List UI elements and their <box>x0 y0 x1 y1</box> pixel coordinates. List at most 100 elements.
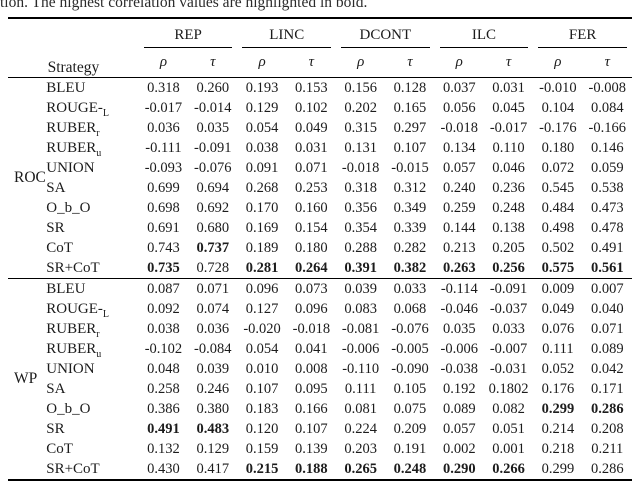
value-cell: 0.031 <box>295 140 328 156</box>
value-cell: 0.209 <box>393 421 427 437</box>
rho-header: ρ <box>237 48 287 78</box>
strategy-subscript: r <box>96 128 100 139</box>
group-label: REP <box>143 27 233 48</box>
value-cell: 0.107 <box>393 140 427 156</box>
value-cell: 0.051 <box>492 421 525 437</box>
group-header-row: Strategy REP LINC DCONT ILC FER <box>8 18 632 78</box>
table-row: SR+CoT 0.430 0.417 0.215 0.188 0.265 0.248 0.29… <box>8 459 632 480</box>
value-cell: 0.213 <box>442 240 476 256</box>
strategy-name: BLEU <box>46 80 86 96</box>
strategy-name: ROUGE-L <box>46 301 110 320</box>
section-wp: WP BLEU 0.087 0.071 0.096 0.073 0.039 0.033 -0.1… <box>8 279 632 481</box>
value-cell: 0.129 <box>196 441 230 457</box>
value-cell: 0.009 <box>541 281 575 297</box>
value-cell: -0.093 <box>144 160 183 176</box>
tau-header: τ <box>286 48 337 78</box>
strategy-column-header: Strategy <box>8 18 139 78</box>
group-label: FER <box>538 27 627 48</box>
value-cell: 0.132 <box>147 441 180 457</box>
value-cell: 0.258 <box>147 381 180 397</box>
table-row: ROC BLEU 0.318 0.260 0.193 0.153 0.156 0.128 0.0… <box>8 77 632 279</box>
value-cell: 0.007 <box>590 281 624 297</box>
value-cell: 0.089 <box>442 401 476 417</box>
value-cell: -0.007 <box>489 341 528 357</box>
value-cell: 0.038 <box>245 140 279 156</box>
value-cell: 0.071 <box>590 321 624 337</box>
table-row: WP BLEU 0.087 0.071 0.096 0.073 0.039 0.033 -0.1… <box>8 279 632 387</box>
value-cell: 0.068 <box>393 301 427 317</box>
value-cell: 0.183 <box>245 401 279 417</box>
value-cell: 0.224 <box>344 421 377 437</box>
strategy-name: RUBERu <box>46 341 102 360</box>
value-cell: 0.218 <box>541 441 575 457</box>
value-cell: 0.191 <box>393 441 427 457</box>
strategy-name: CoT <box>46 441 73 457</box>
value-cell: 0.075 <box>393 401 427 417</box>
value-cell: 0.166 <box>295 401 328 417</box>
value-cell: 0.040 <box>590 301 624 317</box>
value-cell: 0.478 <box>590 220 624 236</box>
value-cell: -0.006 <box>341 341 380 357</box>
value-cell: 0.052 <box>541 361 575 377</box>
value-cell: -0.017 <box>144 100 183 116</box>
value-cell: 0.036 <box>196 321 230 337</box>
table-row: ROUGE-L -0.017 -0.014 0.129 0.102 0.202 0.165 0… <box>8 98 632 119</box>
value-cell: 0.095 <box>295 381 328 397</box>
value-cell: 0.246 <box>196 381 230 397</box>
value-cell: 0.192 <box>442 381 476 397</box>
rho-header: ρ <box>533 48 583 78</box>
value-cell: 0.096 <box>245 281 279 297</box>
value-cell: 0.171 <box>590 381 624 397</box>
value-cell: 0.156 <box>344 80 377 96</box>
value-cell: 0.737 <box>196 240 230 256</box>
value-cell: 0.268 <box>245 180 279 196</box>
strategy-subscript: L <box>102 309 110 320</box>
section-label: ROC <box>8 77 47 279</box>
value-cell: -0.111 <box>145 140 182 156</box>
value-cell: 0.290 <box>442 461 476 477</box>
value-cell: 0.048 <box>147 361 180 377</box>
value-cell: 0.1802 <box>488 381 529 397</box>
tau-header: τ <box>385 48 435 78</box>
value-cell: 0.240 <box>442 180 476 196</box>
value-cell: 0.165 <box>393 100 427 116</box>
table-row: SR 0.491 0.483 0.120 0.107 0.224 0.209 0.057 0.0… <box>8 419 632 439</box>
value-cell: 0.054 <box>245 120 279 136</box>
value-cell: -0.005 <box>391 341 429 357</box>
value-cell: 0.035 <box>442 321 476 337</box>
value-cell: 0.107 <box>295 421 328 437</box>
table-row: SR+CoT 0.735 0.728 0.281 0.264 0.391 0.382 0.26… <box>8 258 632 279</box>
value-cell: 0.111 <box>344 381 377 397</box>
value-cell: 0.386 <box>147 401 180 417</box>
value-cell: 0.356 <box>344 200 377 216</box>
value-cell: 0.176 <box>541 381 575 397</box>
value-cell: -0.014 <box>194 100 232 116</box>
table-row: CoT 0.743 0.737 0.189 0.180 0.288 0.282 0.213 0.… <box>8 238 632 258</box>
value-cell: 0.211 <box>591 441 624 457</box>
value-cell: 0.082 <box>492 401 525 417</box>
group-header-linc: LINC <box>237 18 336 48</box>
value-cell: 0.256 <box>483 258 534 279</box>
value-cell: 0.131 <box>344 140 377 156</box>
value-cell: 0.349 <box>393 200 427 216</box>
table-row: SA 0.699 0.694 0.268 0.253 0.318 0.312 0.240 0.2… <box>8 178 632 198</box>
strategy-name: RUBERr <box>46 120 100 139</box>
rho-header: ρ <box>336 48 386 78</box>
value-cell: -0.046 <box>440 301 478 317</box>
caption-clip: tion. The highest correlation values are… <box>0 0 640 12</box>
value-cell: 0.180 <box>295 240 328 256</box>
value-cell: 0.215 <box>245 461 279 477</box>
value-cell: 0.049 <box>295 120 328 136</box>
value-cell: 0.084 <box>590 100 624 116</box>
value-cell: 0.483 <box>196 421 230 437</box>
value-cell: -0.076 <box>391 321 429 337</box>
value-cell: 0.039 <box>344 281 377 297</box>
value-cell: 0.491 <box>590 240 624 256</box>
value-cell: 0.031 <box>492 80 525 96</box>
strategy-subscript: u <box>96 148 102 159</box>
value-cell: 0.039 <box>196 361 230 377</box>
value-cell: 0.561 <box>582 258 632 279</box>
value-cell: -0.091 <box>489 281 528 297</box>
value-cell: 0.575 <box>533 258 583 279</box>
value-cell: 0.680 <box>196 220 230 236</box>
